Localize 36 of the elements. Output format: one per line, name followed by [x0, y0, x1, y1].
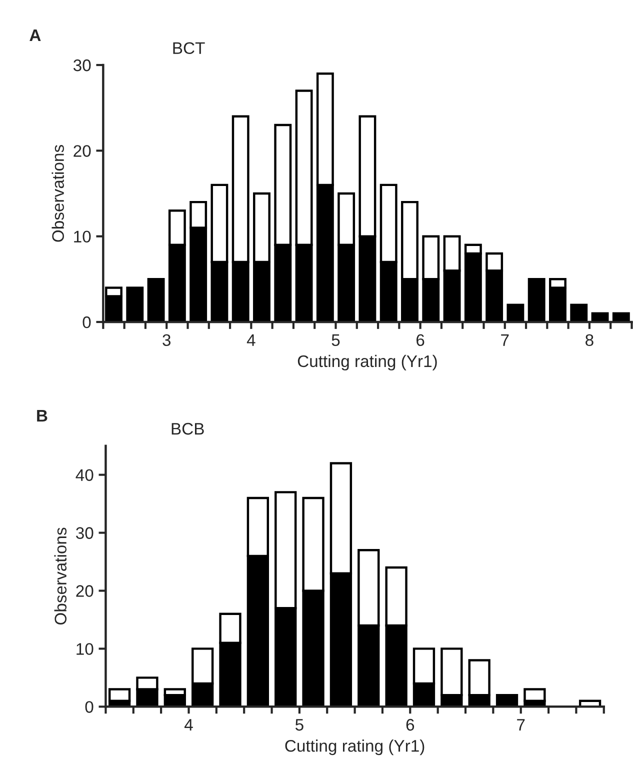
y-tick-label: 30 [76, 527, 94, 539]
x-axis-title: Cutting rating (Yr1) [285, 740, 424, 756]
x-axis-title: Cutting rating (Yr1) [298, 354, 437, 370]
chart-title: BCB [172, 422, 204, 435]
x-tick-label: 5 [295, 719, 304, 731]
bar [528, 278, 546, 322]
y-tick-label: 0 [82, 316, 91, 328]
bar [147, 278, 165, 322]
x-tick-label: 4 [246, 334, 256, 346]
x-tick-label: 6 [406, 718, 414, 731]
y-tick-label: 30 [73, 59, 91, 72]
bar [496, 694, 518, 707]
bar [524, 688, 546, 702]
bar [612, 312, 630, 322]
x-tick-label: 7 [501, 334, 509, 346]
text: A [30, 30, 41, 41]
y-tick-label: 40 [76, 469, 94, 482]
bar [126, 286, 144, 322]
text: B [37, 410, 48, 422]
y-tick-label: 0 [85, 701, 94, 713]
x-tick-label: 3 [162, 334, 171, 346]
x-tick-label: 4 [184, 719, 193, 731]
y-tick-label: 10 [74, 230, 91, 243]
y-tick-label: 20 [74, 145, 91, 157]
y-axis-title: Observations [52, 145, 64, 242]
x-tick-label: 7 [517, 719, 525, 731]
bar [108, 688, 131, 702]
x-tick-label: 8 [586, 334, 594, 346]
y-tick-label: 10 [76, 643, 94, 655]
bar [570, 304, 588, 322]
x-tick-label: 6 [416, 334, 424, 346]
y-axis-title: Observations [54, 528, 67, 625]
bar [506, 304, 524, 322]
y-tick-label: 20 [76, 585, 94, 597]
x-tick-label: 5 [332, 334, 340, 346]
chart-title: BCT [173, 42, 205, 54]
